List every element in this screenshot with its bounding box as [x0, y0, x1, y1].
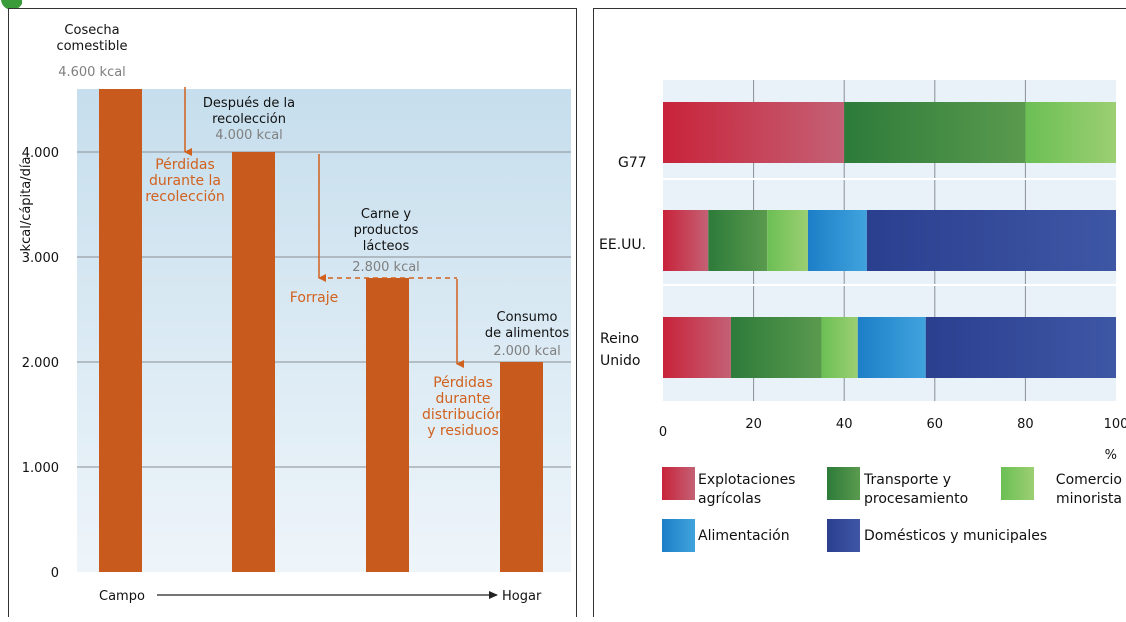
- category-label: Reino: [600, 331, 639, 347]
- bar-segment: [663, 210, 709, 271]
- bar-segment: [821, 317, 858, 378]
- legend-label: Comercio: [1056, 472, 1122, 488]
- loss-label: distribución: [422, 407, 504, 423]
- bar-segment: [663, 317, 731, 378]
- bar-label: lácteos: [363, 239, 410, 254]
- x-tick-label: 20: [745, 417, 762, 432]
- x-tick-label: 0: [659, 425, 667, 440]
- bar-segment: [866, 210, 1116, 271]
- waste-distribution-chart-panel: G77 EE.UU. Reino Unido 0 20 40 60 80 100% Explotac…: [593, 8, 1126, 617]
- bar-segment: [708, 210, 768, 271]
- waste-distribution-stacked-bar-chart: G77 EE.UU. Reino Unido 0 20 40 60 80 100% Explotac…: [599, 80, 1126, 552]
- x-tick-label: 100: [1104, 417, 1126, 432]
- legend-swatch: [827, 519, 860, 552]
- loss-label: Pérdidas: [155, 157, 215, 173]
- bar-label: Cosecha: [64, 23, 119, 38]
- bar-label: productos: [354, 223, 419, 238]
- food-loss-chart-panel: 0 1.000 2.000 3.000 4.000 kcal/cápita/día Cose…: [8, 8, 577, 617]
- loss-label: recolección: [145, 189, 225, 205]
- y-tick-label: 4.000: [22, 146, 59, 161]
- bar-segment: [1025, 102, 1116, 163]
- bar-label: comestible: [56, 39, 127, 54]
- legend-label: procesamiento: [864, 491, 968, 507]
- legend-label: Transporte y: [863, 472, 951, 488]
- corner-mark-icon: [1, 0, 22, 10]
- legend-swatch: [662, 467, 695, 500]
- x-axis-end-label: Hogar: [502, 589, 542, 604]
- bar: [99, 89, 142, 572]
- legend-swatch: [1001, 467, 1034, 500]
- x-axis-start-label: Campo: [99, 589, 145, 604]
- category-label: G77: [618, 155, 647, 171]
- bar-value-label: 2.800 kcal: [352, 260, 420, 275]
- y-tick-label: 0: [51, 566, 59, 581]
- bar-segment: [730, 317, 822, 378]
- x-unit-label: %: [1105, 448, 1117, 463]
- plot-background: [77, 89, 571, 572]
- y-axis-label: kcal/cápita/día: [19, 157, 34, 252]
- legend-label: agrícolas: [698, 491, 761, 507]
- bar-segment: [807, 210, 867, 271]
- bar-label: Carne y: [361, 207, 412, 222]
- legend-swatch: [827, 467, 860, 500]
- legend-swatch: [662, 519, 695, 552]
- bar: [366, 278, 409, 572]
- legend-label: Explotaciones: [698, 472, 795, 488]
- bar-segment: [857, 317, 926, 378]
- category-label: EE.UU.: [599, 237, 646, 253]
- y-tick-label: 1.000: [22, 461, 59, 476]
- bar-value-label: 4.000 kcal: [215, 128, 283, 143]
- bar-segment: [844, 102, 1026, 163]
- legend-label: Alimentación: [698, 528, 790, 544]
- legend-label: minorista: [1056, 491, 1122, 507]
- bar-label: de alimentos: [485, 326, 570, 341]
- loss-label: y residuos: [427, 423, 499, 439]
- x-tick-label: 80: [1017, 417, 1034, 432]
- x-tick-label: 60: [927, 417, 944, 432]
- x-tick-label: 40: [836, 417, 853, 432]
- loss-label: durante la: [149, 173, 221, 189]
- bar: [232, 152, 275, 572]
- loss-label: durante: [435, 391, 490, 407]
- bar-label: Consumo: [497, 310, 558, 325]
- y-tick-label: 3.000: [22, 251, 59, 266]
- legend-label: Domésticos y municipales: [864, 528, 1047, 544]
- bar-label: recolección: [212, 112, 286, 127]
- bar-value-label: 2.000 kcal: [493, 344, 561, 359]
- bar-segment: [767, 210, 808, 271]
- bar: [500, 362, 543, 572]
- bar-segment: [925, 317, 1116, 378]
- bar-label: Después de la: [203, 96, 295, 111]
- category-label: Unido: [600, 353, 640, 369]
- bar-segment: [663, 102, 845, 163]
- bar-value-label: 4.600 kcal: [58, 65, 126, 80]
- y-tick-label: 2.000: [22, 356, 59, 371]
- loss-label: Pérdidas: [433, 375, 493, 391]
- loss-label: Forraje: [290, 290, 338, 306]
